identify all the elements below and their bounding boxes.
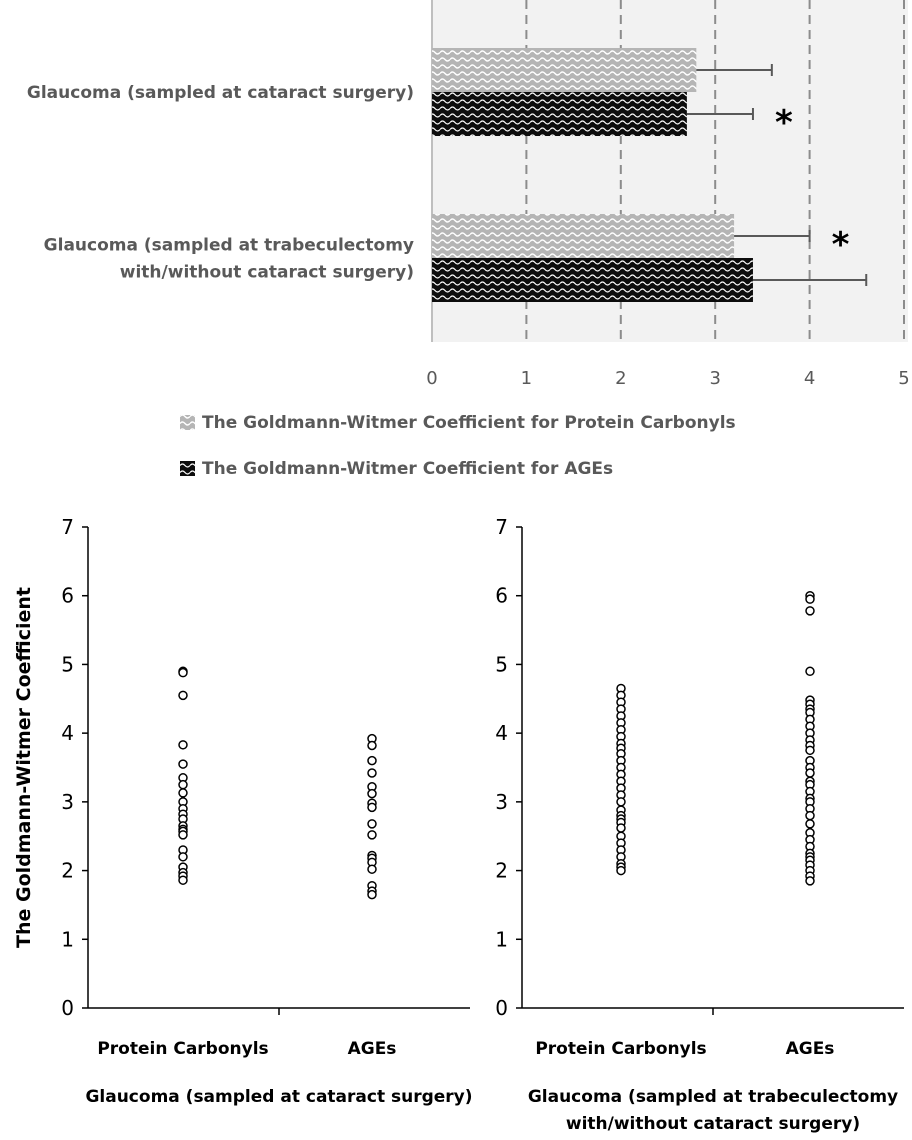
bar-chart-legend: The Goldmann-Witmer Coefficient for Prot…: [180, 413, 736, 479]
scatter-point: [805, 606, 815, 616]
scatter-title: Glaucoma (sampled at trabeculectomy: [528, 1087, 898, 1107]
legend-swatch: [180, 461, 195, 476]
legend-entry: The Goldmann-Witmer Coefficient for Prot…: [202, 413, 736, 433]
scatter-point: [178, 779, 188, 790]
bar-chart-significance: **: [775, 103, 850, 265]
scatter-point: [805, 768, 815, 778]
scatter-category-label: Protein Carbonyls: [97, 1039, 268, 1059]
scatter-point: [367, 819, 377, 829]
significance-star: *: [832, 225, 850, 265]
bar-category-label: Glaucoma (sampled at trabeculectomy: [44, 236, 414, 256]
scatter-y-tick-label: 4: [495, 721, 508, 745]
scatter-point: [805, 745, 815, 756]
scatter-y-tick-label: 1: [495, 927, 508, 951]
bar-chart-marks: [432, 48, 753, 302]
scatter-point: [367, 889, 377, 900]
scatter-y-axis-label: The Goldmann-Witmer Coefficient: [13, 587, 35, 948]
scatter-point: [367, 788, 377, 799]
scatter-point: [616, 865, 626, 876]
scatter-y-tick-label: 0: [495, 996, 508, 1020]
scatter-category-label: AGEs: [348, 1039, 397, 1059]
significance-star: *: [775, 103, 793, 143]
scatter-point: [178, 875, 188, 885]
scatter-y-tick-label: 1: [61, 927, 74, 951]
scatter-y-tick-label: 3: [495, 790, 508, 814]
scatter-point: [805, 819, 815, 829]
scatter-point: [805, 666, 815, 677]
scatter-title: Glaucoma (sampled at cataract surgery): [85, 1087, 472, 1107]
legend-swatch: [180, 415, 195, 430]
scatter-chart-left: 0 1 2 3 4 5 6 7 Protein Carbonyls AGEs Glaucoma (s…: [13, 515, 473, 1107]
scatter-y-tick-label: 0: [61, 996, 74, 1020]
scatter-title: with/without cataract surgery): [566, 1114, 860, 1134]
bar-category-label: with/without cataract surgery): [120, 263, 414, 283]
bar-x-tick-label: 2: [615, 368, 626, 389]
scatter-point: [805, 594, 815, 604]
scatter-y-tick-label: 6: [495, 584, 508, 608]
legend-entry: The Goldmann-Witmer Coefficient for AGEs: [202, 459, 613, 479]
scatter-point: [367, 830, 377, 840]
bar-x-tick-label: 4: [804, 368, 815, 389]
bar-chart-x-ticks: 0 1 2 3 4 5: [426, 368, 909, 389]
bar-x-tick-label: 3: [709, 368, 720, 389]
bar-x-tick-label: 0: [426, 368, 437, 389]
scatter-y-tick-label: 6: [61, 584, 74, 608]
scatter-point: [616, 823, 626, 833]
scatter-y-tick-label: 7: [61, 515, 74, 539]
bar: [432, 48, 697, 92]
scatter-category-label: Protein Carbonyls: [535, 1039, 706, 1059]
bar: [432, 92, 687, 136]
scatter-y-tick-label: 4: [61, 721, 74, 745]
scatter-point: [367, 864, 377, 874]
scatter-y-tick-label: 5: [61, 652, 74, 676]
scatter-point: [616, 797, 626, 807]
scatter-y-tick-label: 2: [61, 859, 74, 883]
scatter-point: [178, 852, 188, 862]
bar-chart-categories: Glaucoma (sampled at cataract surgery) Gl…: [27, 83, 414, 283]
bar: [432, 258, 753, 302]
scatter-point: [367, 740, 377, 751]
scatter-point: [178, 830, 188, 840]
bar-chart-error-bars: [686, 64, 868, 286]
scatter-y-tick-label: 5: [495, 652, 508, 676]
scatter-y-tick-label: 7: [495, 515, 508, 539]
scatter-point: [805, 810, 815, 821]
scatter-chart-right: 0 1 2 3 4 5 6 7 Protein Carbonyls AGEs Glaucoma (s…: [495, 515, 904, 1134]
bar-category-label: Glaucoma (sampled at cataract surgery): [27, 83, 414, 103]
bar-x-tick-label: 5: [898, 368, 909, 389]
scatter-point: [178, 740, 188, 750]
scatter-point: [805, 876, 815, 886]
scatter-category-label: AGEs: [786, 1039, 835, 1059]
bar: [432, 214, 735, 258]
scatter-point: [367, 802, 377, 813]
scatter-y-tick-label: 2: [495, 859, 508, 883]
scatter-point: [367, 755, 377, 766]
scatter-point: [178, 690, 188, 701]
bar-x-tick-label: 1: [521, 368, 532, 389]
scatter-point: [367, 768, 377, 778]
scatter-y-tick-label: 3: [61, 790, 74, 814]
scatter-point: [178, 759, 188, 769]
scatter-point: [178, 667, 188, 678]
scatter-point: [178, 788, 188, 798]
